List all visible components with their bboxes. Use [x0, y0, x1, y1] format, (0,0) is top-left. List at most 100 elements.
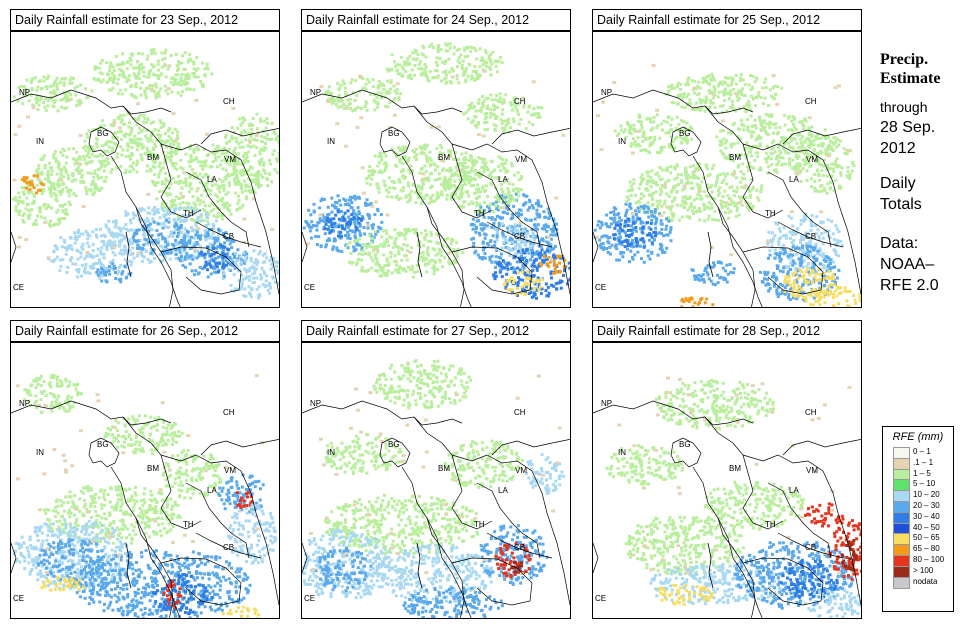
- rain-cell: [358, 212, 361, 216]
- rain-cell: [105, 270, 109, 274]
- rain-cell: [99, 263, 103, 267]
- rain-cell: [64, 91, 68, 95]
- rain-cell: [159, 87, 163, 91]
- rain-cell: [98, 188, 102, 192]
- rain-cell: [226, 261, 230, 265]
- rain-cell: [275, 265, 278, 269]
- rain-cell: [529, 290, 533, 294]
- rain-cell: [427, 201, 431, 205]
- rain-cell: [236, 126, 240, 130]
- rain-cell: [633, 129, 637, 133]
- rain-cell: [494, 271, 497, 275]
- rain-cell: [94, 261, 98, 265]
- rain-cell: [316, 243, 319, 247]
- rain-cell: [81, 232, 85, 236]
- rain-cell: [62, 81, 66, 85]
- rain-cell: [473, 162, 477, 166]
- rain-cell: [226, 206, 229, 210]
- rain-cell: [194, 203, 197, 207]
- rain-cell: [553, 222, 557, 226]
- rain-cell: [522, 231, 526, 235]
- rain-cell: [536, 214, 540, 218]
- rain-cell: [199, 80, 202, 83]
- rain-cell: [128, 259, 132, 263]
- rain-cell: [478, 202, 482, 206]
- rain-cell: [169, 192, 173, 196]
- rain-cell: [370, 177, 374, 181]
- rain-cell: [336, 209, 340, 213]
- rain-cell: [74, 234, 78, 238]
- rain-cell: [81, 242, 85, 246]
- rain-cell: [18, 200, 22, 203]
- rain-cell: [238, 162, 242, 166]
- rain-cell: [449, 194, 453, 198]
- rain-cell: [506, 267, 510, 271]
- rain-cell: [517, 178, 521, 182]
- rain-cell: [230, 246, 234, 250]
- rain-cell: [505, 263, 509, 267]
- rain-cell: [737, 96, 741, 100]
- rain-cell: [253, 261, 257, 265]
- rain-cell: [448, 70, 452, 74]
- rain-cell: [215, 239, 219, 243]
- rain-cell: [411, 68, 414, 72]
- rain-cell: [688, 98, 692, 102]
- rain-cell: [508, 229, 512, 233]
- rain-cell: [192, 236, 196, 240]
- rain-cell: [481, 95, 485, 99]
- rain-cell: [436, 74, 440, 78]
- rain-cell: [372, 98, 376, 102]
- rain-cell: [426, 78, 430, 82]
- rain-cell: [246, 144, 250, 148]
- rain-cell: [364, 88, 368, 92]
- rain-cell: [503, 266, 506, 270]
- rain-cell: [217, 238, 221, 242]
- rain-cell: [538, 256, 542, 260]
- rain-cell: [739, 76, 743, 80]
- rain-cell: [66, 266, 70, 269]
- rain-cell: [519, 231, 523, 235]
- rain-cell: [30, 208, 34, 212]
- country-label: CH: [223, 97, 235, 106]
- rain-cell: [152, 64, 156, 68]
- rain-cell: [130, 146, 134, 150]
- rain-cell: [683, 106, 687, 110]
- rain-cell: [129, 221, 133, 225]
- rain-cell: [189, 254, 193, 258]
- rain-cell: [476, 171, 480, 175]
- rain-cell: [56, 160, 60, 164]
- rain-cell: [198, 181, 202, 185]
- rain-cell: [240, 261, 243, 265]
- rain-cell: [17, 210, 21, 214]
- rain-cell: [384, 166, 388, 170]
- rain-cell: [65, 270, 69, 274]
- rain-cell: [648, 144, 652, 148]
- rain-cell: [429, 233, 433, 237]
- rain-cell: [47, 186, 51, 190]
- rain-cell: [501, 222, 504, 226]
- rain-cell: [106, 242, 110, 246]
- rain-cell: [240, 173, 244, 177]
- rain-cell: [181, 263, 185, 267]
- rain-cell: [334, 205, 338, 209]
- rain-cell: [208, 262, 212, 266]
- rain-cell: [371, 259, 375, 263]
- rain-cell: [350, 217, 354, 221]
- rain-cell: [421, 251, 425, 254]
- rain-cell: [493, 168, 497, 172]
- rain-cell: [552, 224, 556, 228]
- rain-cell: [54, 193, 57, 197]
- rain-cell: [348, 229, 352, 233]
- rain-cell: [459, 193, 463, 197]
- rain-cell: [304, 220, 308, 223]
- rain-cell: [203, 229, 207, 232]
- rain-cell: [157, 175, 161, 179]
- rain-cell: [458, 178, 462, 182]
- rain-cell: [369, 202, 373, 205]
- rain-cell: [139, 113, 142, 117]
- rain-cell: [376, 230, 380, 233]
- rain-cell: [387, 244, 391, 248]
- rain-cell: [761, 86, 765, 90]
- rain-cell: [402, 149, 406, 153]
- rain-cell: [451, 69, 455, 73]
